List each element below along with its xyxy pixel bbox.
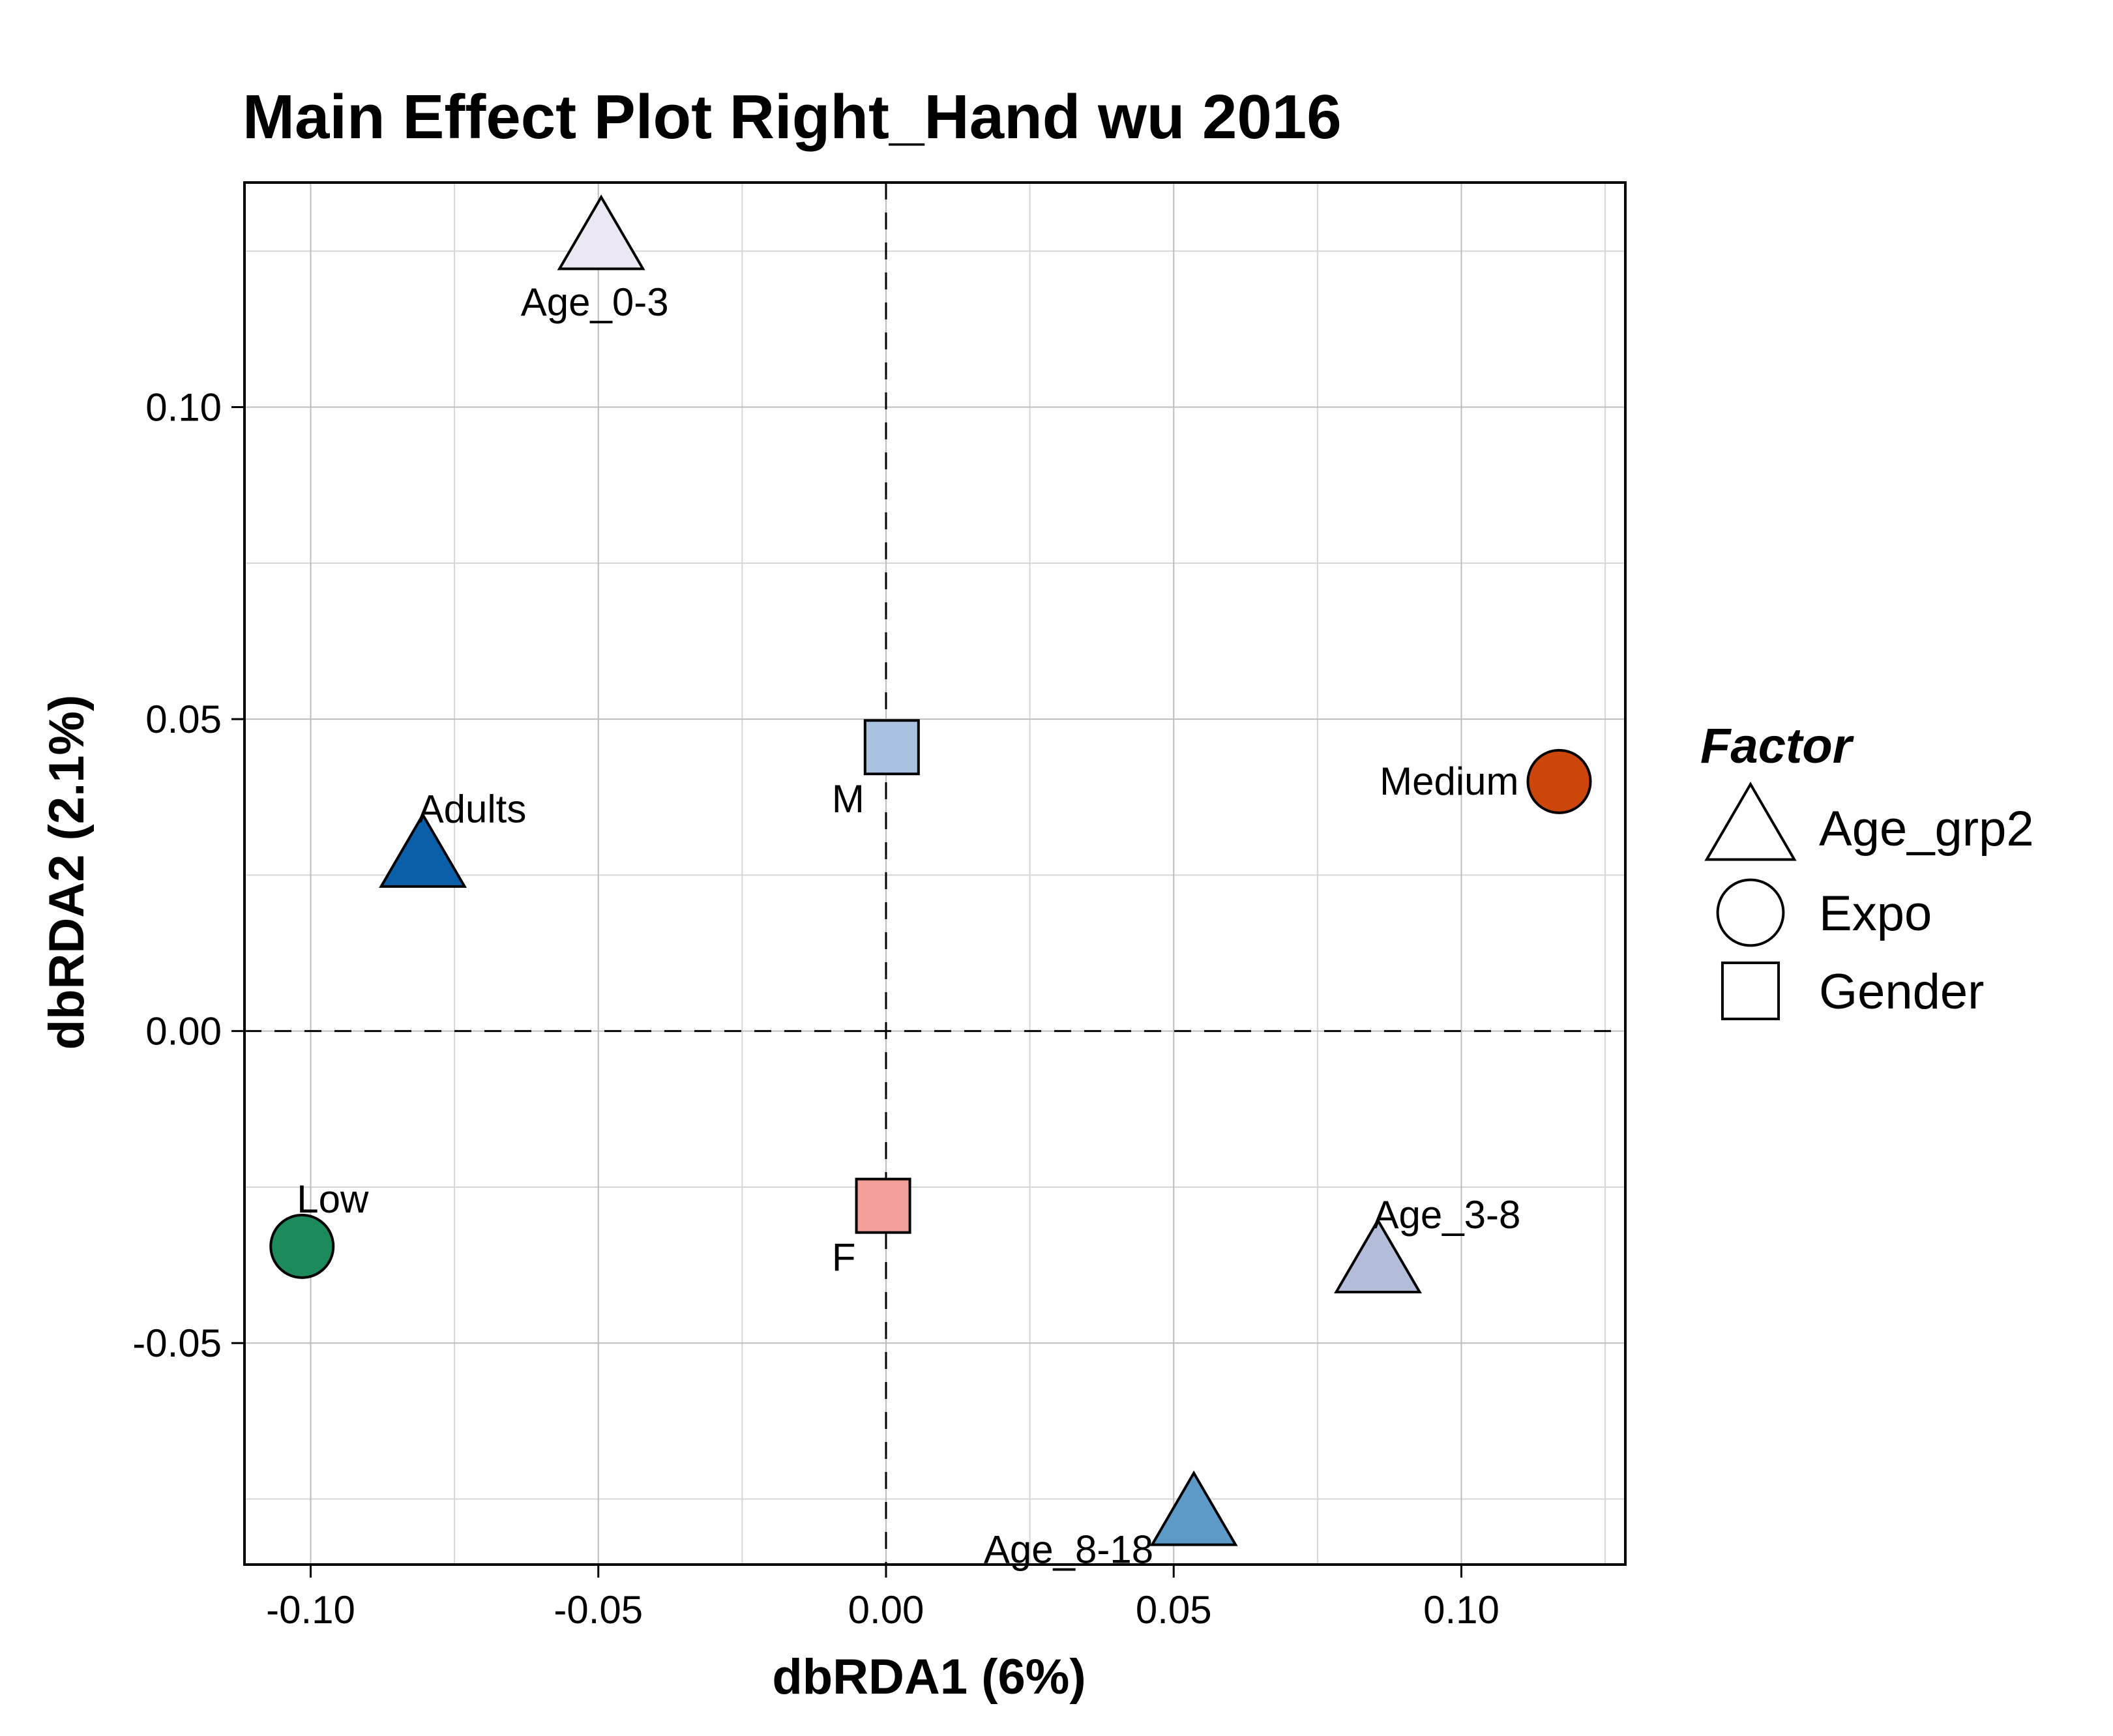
point-label-m: M: [832, 777, 864, 821]
x-tick-label: -0.10: [266, 1588, 355, 1632]
x-tick-label: -0.05: [554, 1588, 643, 1632]
point-label-low: Low: [297, 1177, 369, 1221]
legend-label-gender: Gender: [1819, 964, 1985, 1020]
point-label-f: F: [832, 1236, 856, 1280]
y-axis: -0.05 0.00 0.05 0.10: [132, 386, 244, 1365]
y-tick-label: 0.00: [145, 1010, 222, 1053]
panel-frame: [243, 181, 1627, 1566]
chart-title: Main Effect Plot Right_Hand wu 2016: [243, 82, 1342, 152]
legend: Factor Age_grp2 Expo Gender: [1700, 718, 2034, 1021]
y-axis-title: dbRDA2 (2.1%): [39, 695, 95, 1050]
point-label-age-0-3: Age_0-3: [521, 280, 669, 324]
plot-panel: [244, 183, 1625, 1565]
reference-lines: [244, 183, 1625, 1565]
point-f-square: [855, 1177, 911, 1234]
point-label-medium: Medium: [1380, 759, 1518, 803]
legend-key-age-grp2-triangle: [1704, 782, 1797, 861]
panel-border: [243, 181, 1627, 1566]
x-tick-label: 0.00: [848, 1588, 924, 1632]
point-age-0-3-triangle: [557, 194, 645, 271]
point-medium-circle: [1526, 748, 1592, 814]
point-age-8-18-triangle: [1149, 1470, 1238, 1546]
x-tick-label: 0.05: [1136, 1588, 1212, 1632]
x-tick-label: 0.10: [1423, 1588, 1500, 1632]
minor-gridlines: [244, 183, 1625, 1565]
data-points: [269, 194, 1592, 1546]
point-m-square: [863, 719, 920, 776]
panel-background: [244, 183, 1625, 1565]
point-adults-triangle: [379, 812, 467, 888]
legend-key-expo-circle: [1716, 878, 1785, 947]
legend-label-expo: Expo: [1819, 886, 1932, 941]
point-label-age-3-8: Age_3-8: [1373, 1193, 1521, 1237]
y-tick-label: 0.05: [145, 698, 222, 741]
legend-title: Factor: [1700, 718, 1855, 774]
x-axis: -0.10 -0.05 0.00 0.05 0.10: [266, 1565, 1500, 1632]
y-tick-label: 0.10: [145, 386, 222, 430]
x-axis-title: dbRDA1 (6%): [772, 1649, 1086, 1705]
legend-label-age-grp2: Age_grp2: [1819, 801, 2034, 857]
point-age-3-8-triangle: [1334, 1218, 1423, 1294]
point-low-circle: [269, 1213, 335, 1279]
legend-key-gender-square: [1721, 961, 1781, 1021]
point-label-adults: Adults: [418, 787, 527, 831]
y-tick-label: -0.05: [132, 1321, 222, 1365]
